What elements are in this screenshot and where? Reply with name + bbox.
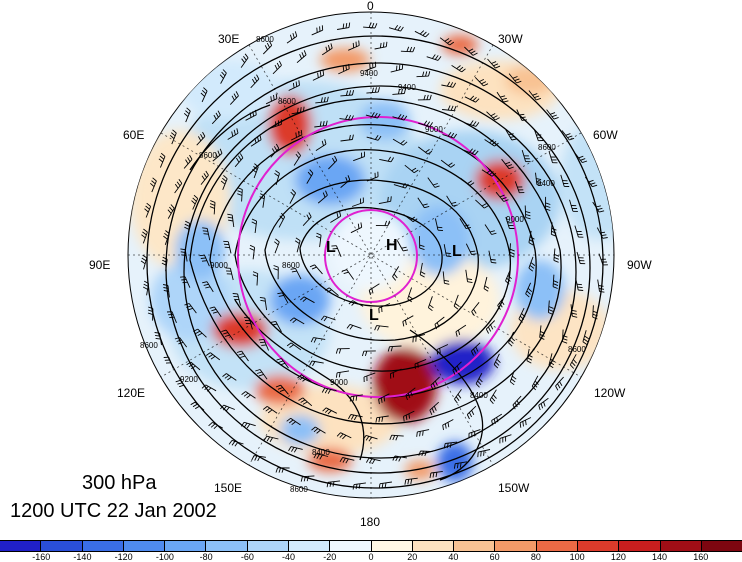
wind-barb-flag	[202, 261, 207, 262]
wind-barb-flag	[180, 277, 185, 278]
colorbar-swatch	[206, 541, 247, 551]
contour-label: 8600	[290, 485, 308, 494]
lon-label-30e: 30E	[218, 32, 239, 46]
wind-barb-flag	[446, 253, 451, 254]
wind-barb-flag	[343, 66, 344, 71]
wind-barb-flag	[484, 451, 485, 456]
contour-label: 8600	[256, 35, 274, 44]
wind-barb-flag	[224, 244, 229, 245]
lon-label-120w: 120W	[594, 386, 625, 400]
colorbar-swatch	[578, 541, 619, 551]
contour-label: 8600	[282, 261, 300, 270]
colorbar-swatch	[661, 541, 702, 551]
wind-barb-flag	[578, 287, 583, 288]
wind-barb-flag	[437, 350, 438, 355]
contour-label: 8600	[278, 97, 296, 106]
colorbar-swatch	[495, 541, 536, 551]
contour-label: 8400	[470, 391, 488, 400]
lon-label-30w: 30W	[498, 32, 523, 46]
contour-label: 9000	[330, 378, 348, 387]
contour-label: 8400	[312, 448, 330, 457]
contour-label: 9000	[425, 125, 443, 134]
colorbar-swatch	[537, 541, 578, 551]
wind-barb-flag	[491, 260, 496, 261]
colorbar-swatch	[413, 541, 454, 551]
wind-barb-flag	[481, 452, 482, 457]
wind-barb-flag	[183, 282, 188, 283]
wind-barb-flag	[491, 262, 496, 263]
lon-label-180: 180	[360, 515, 380, 529]
wind-barb-flag	[353, 43, 354, 48]
wind-barb-flag	[201, 258, 206, 259]
contour-label: 9400	[398, 83, 416, 92]
wind-barb-flag	[522, 120, 527, 121]
colorbar	[0, 540, 742, 552]
colorbar-swatch	[702, 541, 742, 551]
wind-barb-flag	[577, 284, 582, 285]
wind-barb-flag	[423, 431, 424, 436]
wind-barb-flag	[202, 228, 207, 229]
colorbar-swatch	[83, 541, 124, 551]
colorbar-swatch	[41, 541, 82, 551]
contour-label: 9400	[360, 69, 378, 78]
wind-barb-flag	[200, 255, 205, 256]
wind-barb-flag	[386, 42, 387, 47]
lon-label-0: 0	[367, 0, 374, 13]
level-title: 300 hPa	[82, 472, 157, 495]
lon-label-150e: 150E	[214, 481, 242, 495]
colorbar-swatch	[454, 541, 495, 551]
low-marker-west: L	[326, 239, 336, 256]
contour-label: 9000	[210, 261, 228, 270]
wind-barb-flag	[388, 197, 389, 202]
wind-barb-flag	[359, 41, 360, 46]
wind-barb-flag	[437, 227, 442, 228]
wind-barb-flag	[578, 290, 583, 291]
colorbar-swatch	[165, 541, 206, 551]
colorbar-swatch	[330, 541, 371, 551]
wind-barb-flag	[204, 234, 209, 235]
low-marker-east: L	[452, 243, 462, 260]
colorbar-swatch	[248, 541, 289, 551]
lon-label-90e: 90E	[89, 258, 110, 272]
contour-label: 9000	[506, 215, 524, 224]
colorbar-swatch	[372, 541, 413, 551]
wind-barb-flag	[346, 65, 347, 70]
colorbar-swatch	[289, 541, 330, 551]
wind-barb-flag	[181, 279, 186, 280]
wind-barb-flag	[349, 64, 350, 69]
colorbar-swatch	[124, 541, 165, 551]
colorbar-swatch	[619, 541, 660, 551]
contour-label: 8600	[538, 143, 556, 152]
wind-barb-flag	[391, 196, 392, 201]
time-title: 1200 UTC 22 Jan 2002	[10, 500, 217, 523]
low-marker-south: L	[369, 307, 379, 324]
contour-label: 8600	[140, 341, 158, 350]
lon-label-60w: 60W	[593, 128, 618, 142]
wind-barb-flag	[446, 256, 451, 257]
lon-label-60e: 60E	[123, 128, 144, 142]
contour-label: 9400	[537, 179, 555, 188]
lon-label-90w: 90W	[627, 258, 652, 272]
wind-barb-flag	[417, 432, 418, 437]
contour-label: 8600	[199, 151, 217, 160]
wind-barb-flag	[521, 117, 526, 118]
wind-barb-flag	[203, 231, 208, 232]
wind-barb-flag	[440, 348, 441, 353]
high-marker-pole: H	[386, 237, 398, 254]
contour-label: 8600	[568, 345, 586, 354]
colorbar-swatch	[0, 541, 41, 551]
lon-label-120e: 120E	[117, 386, 145, 400]
wind-barb-flag	[259, 339, 264, 340]
lon-label-150w: 150W	[498, 481, 529, 495]
contour-label: 9200	[180, 375, 198, 384]
wind-barb-flag	[261, 345, 266, 346]
wind-barb-flag	[383, 42, 384, 47]
